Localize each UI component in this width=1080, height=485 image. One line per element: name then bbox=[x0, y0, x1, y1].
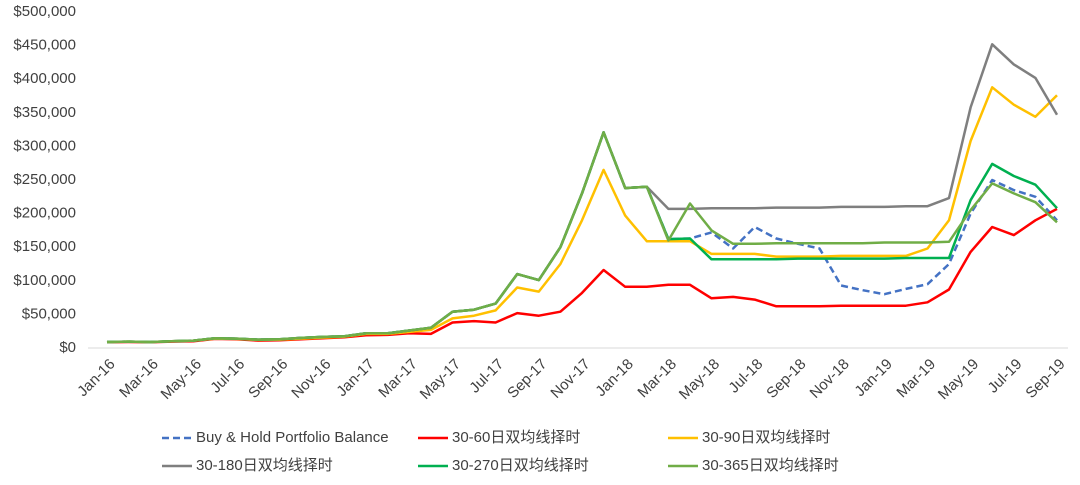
x-tick-label: Nov-16 bbox=[288, 356, 334, 402]
series-line bbox=[106, 207, 1058, 344]
x-tick-label: Mar-16 bbox=[116, 356, 162, 402]
legend-label: Buy & Hold Portfolio Balance bbox=[196, 429, 389, 446]
x-tick-label: Mar-17 bbox=[375, 356, 421, 402]
series-line bbox=[106, 131, 1058, 344]
y-tick-label: $400,000 bbox=[13, 70, 76, 87]
x-tick-label: Nov-17 bbox=[547, 356, 593, 402]
series-line bbox=[106, 131, 1058, 344]
x-tick-label: Jan-16 bbox=[74, 356, 118, 400]
y-tick-label: $450,000 bbox=[13, 37, 76, 54]
series-line bbox=[106, 131, 1058, 344]
y-tick-label: $350,000 bbox=[13, 104, 76, 121]
x-tick-label: Nov-18 bbox=[807, 356, 853, 402]
legend-label: 30-180日双均线择时 bbox=[196, 457, 333, 474]
x-tick-label: Jan-17 bbox=[333, 356, 377, 400]
y-tick-label: $250,000 bbox=[13, 171, 76, 188]
x-tick-label: Sep-17 bbox=[504, 356, 550, 402]
x-tick-label: May-16 bbox=[158, 356, 205, 403]
x-tick-label: Jul-16 bbox=[207, 356, 248, 397]
legend-label: 30-90日双均线择时 bbox=[702, 429, 830, 446]
legend-label: 30-365日双均线择时 bbox=[702, 457, 839, 474]
x-tick-label: Jul-19 bbox=[985, 356, 1026, 397]
x-tick-label: Jan-18 bbox=[592, 356, 636, 400]
y-tick-label: $200,000 bbox=[13, 205, 76, 222]
x-tick-label: Jan-19 bbox=[851, 356, 895, 400]
x-tick-label: May-19 bbox=[935, 356, 982, 403]
y-tick-label: $50,000 bbox=[22, 305, 76, 322]
y-tick-label: $300,000 bbox=[13, 137, 76, 154]
x-tick-label: Mar-18 bbox=[634, 356, 680, 402]
y-tick-label: $0 bbox=[59, 339, 76, 356]
y-tick-label: $150,000 bbox=[13, 238, 76, 255]
y-tick-label: $500,000 bbox=[13, 3, 76, 20]
x-tick-label: Sep-18 bbox=[763, 356, 809, 402]
x-tick-label: May-17 bbox=[417, 356, 464, 403]
x-tick-label: Mar-19 bbox=[893, 356, 939, 402]
legend-label: 30-60日双均线择时 bbox=[452, 429, 580, 446]
y-tick-label: $100,000 bbox=[13, 272, 76, 289]
x-tick-label: Jul-18 bbox=[725, 356, 766, 397]
x-tick-label: May-18 bbox=[676, 356, 723, 403]
legend-label: 30-270日双均线择时 bbox=[452, 457, 589, 474]
x-tick-label: Sep-16 bbox=[245, 356, 291, 402]
x-tick-label: Sep-19 bbox=[1022, 356, 1068, 402]
x-tick-label: Jul-17 bbox=[466, 356, 507, 397]
